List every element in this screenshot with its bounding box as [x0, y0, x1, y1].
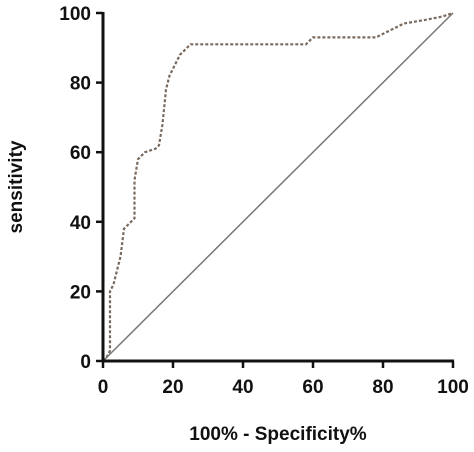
x-tick-label: 20: [162, 377, 183, 398]
x-tick-label: 100: [437, 377, 469, 398]
y-tick-label: 40: [70, 213, 91, 234]
y-tick-label: 100: [59, 4, 91, 25]
x-tick-label: 40: [232, 377, 253, 398]
x-tick-label: 60: [302, 377, 323, 398]
line: [102, 11, 454, 362]
line: [102, 12, 454, 362]
x-tick-label: 0: [98, 377, 109, 398]
y-axis-label: sensitivity: [6, 140, 27, 233]
y-tick-label: 0: [80, 352, 91, 373]
y-tick-label: 60: [70, 143, 91, 164]
y-tick-label: 80: [70, 74, 91, 95]
x-tick-label: 80: [372, 377, 393, 398]
y-tick-label: 20: [70, 282, 91, 303]
x-axis-label: 100% - Specificity%: [189, 424, 367, 445]
